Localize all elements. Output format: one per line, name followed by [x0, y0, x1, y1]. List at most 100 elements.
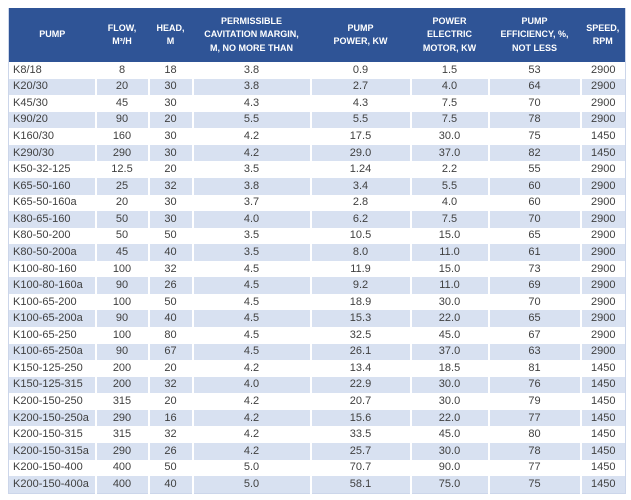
cell-head: 20 — [148, 360, 194, 377]
cell-flow: 12.5 — [95, 161, 150, 178]
cell-head: 32 — [148, 426, 194, 443]
cell-flow: 100 — [95, 327, 150, 344]
cell-pump_power: 15.6 — [310, 409, 412, 427]
cell-speed: 2900 — [591, 163, 616, 176]
cell-pump_power: 25.7 — [310, 442, 412, 460]
header-row: PUMP FLOW, M³/H HEAD, M PERMISSIBLE CAVI… — [8, 8, 626, 62]
cell-head: 30 — [148, 194, 194, 212]
cell-efficiency: 75 — [488, 128, 582, 145]
column-header-flow: FLOW, M³/H — [95, 8, 149, 62]
pump-spec-table: PUMP FLOW, M³/H HEAD, M PERMISSIBLE CAVI… — [8, 8, 626, 494]
cell-efficiency: 67 — [488, 327, 582, 344]
cell-head: 30 — [148, 144, 194, 162]
cell-pump: K50-32-125 — [8, 161, 97, 178]
cell-pump: K65-50-160a — [8, 194, 97, 212]
cell-speed: 2900 — [580, 244, 626, 261]
cell-speed: 2900 — [591, 196, 616, 209]
cell-efficiency: 80 — [488, 426, 582, 443]
cell-head: 20 — [148, 111, 194, 129]
cell-pump_power: 29.0 — [310, 144, 412, 162]
cell-flow: 160 — [95, 128, 150, 145]
table-row: K100-80-160 100 32 4.5 11.9 15.0 73 2900 — [8, 260, 626, 278]
cell-motor_power: 30.0 — [410, 128, 490, 145]
cell-pump_power: 10.5 — [310, 227, 412, 245]
cell-flow: 200 — [95, 360, 150, 377]
cell-efficiency: 78 — [488, 111, 582, 129]
cell-motor_power: 45.0 — [410, 327, 490, 344]
cell-pump_power: 2.7 — [310, 78, 412, 96]
cell-pump: K80-50-200 — [8, 227, 97, 245]
cell-motor_power: 15.0 — [410, 260, 490, 278]
table-row: K65-50-160a 20 30 3.7 2.8 4.0 60 2900 — [8, 194, 626, 212]
cell-flow: 290 — [95, 442, 150, 460]
cell-motor_power: 7.5 — [410, 211, 490, 228]
table-row: K8/18 8 18 3.8 0.9 1.5 53 2900 — [8, 62, 626, 79]
cell-head: 32 — [148, 177, 194, 195]
table-row: K200-150-250 315 20 4.2 20.7 30.0 79 1450 — [8, 393, 626, 410]
cell-flow: 90 — [95, 111, 150, 129]
cell-motor_power: 5.5 — [410, 177, 490, 195]
table-row: K100-65-250a 90 67 4.5 26.1 37.0 63 2900 — [8, 343, 626, 361]
cell-cavitation: 4.5 — [192, 277, 312, 294]
cell-efficiency: 81 — [488, 360, 582, 377]
cell-head: 30 — [148, 78, 194, 96]
cell-motor_power: 4.0 — [410, 78, 490, 96]
cell-efficiency: 69 — [488, 277, 582, 294]
cell-pump_power: 33.5 — [310, 426, 412, 443]
cell-pump_power: 70.7 — [310, 459, 412, 477]
cell-head: 50 — [148, 293, 194, 311]
cell-pump: K80-50-200a — [8, 244, 97, 261]
cell-speed: 2900 — [580, 310, 626, 327]
cell-cavitation: 4.2 — [192, 128, 312, 145]
cell-motor_power: 18.5 — [410, 360, 490, 377]
cell-head: 40 — [148, 476, 194, 494]
cell-motor_power: 30.0 — [410, 393, 490, 410]
cell-pump: K160/30 — [8, 128, 97, 145]
cell-head: 16 — [148, 409, 194, 427]
cell-pump: K100-65-200 — [8, 293, 97, 311]
cell-speed: 1450 — [580, 376, 626, 394]
cell-pump_power: 5.5 — [310, 111, 412, 129]
cell-pump_power: 4.3 — [310, 95, 412, 112]
cell-efficiency: 65 — [488, 310, 582, 327]
cell-motor_power: 75.0 — [410, 476, 490, 494]
cell-pump_power: 58.1 — [310, 476, 412, 494]
cell-pump: K100-80-160a — [8, 277, 97, 294]
cell-pump_power: 3.4 — [310, 177, 412, 195]
cell-pump_power: 6.2 — [310, 211, 412, 228]
cell-head: 20 — [148, 161, 194, 178]
cell-head: 40 — [148, 244, 194, 261]
table-row: K100-80-160a 90 26 4.5 9.2 11.0 69 2900 — [8, 277, 626, 294]
table-row: K200-150-400a 400 40 5.0 58.1 75.0 75 1450 — [8, 476, 626, 494]
cell-cavitation: 4.5 — [192, 343, 312, 361]
cell-speed: 2900 — [580, 343, 626, 361]
cell-speed: 2900 — [591, 229, 616, 242]
cell-pump_power: 17.5 — [310, 128, 412, 145]
table-row: K160/30 160 30 4.2 17.5 30.0 75 1450 — [8, 128, 626, 145]
cell-cavitation: 5.5 — [192, 111, 312, 129]
cell-flow: 200 — [95, 376, 150, 394]
cell-speed: 1450 — [591, 361, 616, 374]
cell-cavitation: 4.2 — [192, 144, 312, 162]
cell-pump_power: 20.7 — [310, 393, 412, 410]
cell-head: 26 — [148, 442, 194, 460]
cell-efficiency: 75 — [488, 476, 582, 494]
cell-pump: K200-150-315a — [8, 442, 97, 460]
cell-speed: 1450 — [591, 461, 616, 474]
cell-pump: K150-125-315 — [8, 376, 97, 394]
cell-motor_power: 90.0 — [410, 459, 490, 477]
table-row: K200-150-315 315 32 4.2 33.5 45.0 80 1450 — [8, 426, 626, 443]
cell-speed: 1450 — [580, 144, 626, 162]
cell-flow: 20 — [95, 78, 150, 96]
cell-flow: 90 — [95, 310, 150, 327]
cell-efficiency: 53 — [488, 62, 582, 79]
cell-efficiency: 77 — [488, 459, 582, 477]
cell-speed: 1450 — [580, 409, 626, 427]
table-row: K80-50-200 50 50 3.5 10.5 15.0 65 2900 — [8, 227, 626, 245]
cell-cavitation: 3.8 — [192, 62, 312, 79]
table-row: K150-125-250 200 20 4.2 13.4 18.5 81 1450 — [8, 360, 626, 377]
cell-flow: 290 — [95, 409, 150, 427]
cell-head: 50 — [148, 459, 194, 477]
cell-pump_power: 13.4 — [310, 360, 412, 377]
column-header-efficiency: PUMP EFFICIENCY, %, NOT LESS — [488, 8, 581, 62]
